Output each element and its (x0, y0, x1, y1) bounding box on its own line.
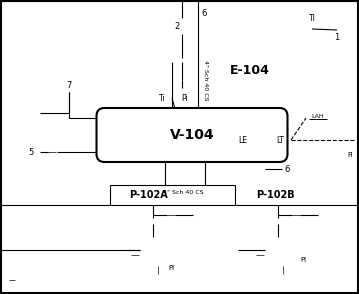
Text: 6: 6 (284, 165, 290, 173)
Polygon shape (135, 252, 139, 258)
Bar (195, 6, 213, 20)
Polygon shape (155, 266, 161, 270)
Text: 4" Sch 40 CS: 4" Sch 40 CS (202, 60, 208, 100)
Polygon shape (171, 212, 175, 218)
Text: PI: PI (300, 257, 306, 263)
Text: PI: PI (168, 265, 174, 271)
Polygon shape (155, 270, 161, 274)
Polygon shape (151, 216, 155, 220)
Polygon shape (8, 203, 13, 208)
Text: 4" Sch 40 CS: 4" Sch 40 CS (163, 190, 203, 195)
Polygon shape (280, 266, 286, 270)
Circle shape (301, 7, 323, 29)
Text: 6: 6 (201, 9, 207, 18)
Polygon shape (311, 202, 315, 208)
Bar (60, 78, 78, 92)
Text: 2: 2 (174, 21, 180, 31)
Text: V-104: V-104 (170, 128, 214, 142)
Bar (22, 145, 40, 159)
Text: LE: LE (238, 136, 247, 144)
Polygon shape (180, 54, 184, 58)
Bar (278, 162, 296, 176)
Polygon shape (146, 242, 162, 258)
Circle shape (175, 88, 195, 108)
Text: 7: 7 (66, 81, 72, 89)
Circle shape (232, 129, 254, 151)
Text: 5: 5 (28, 148, 34, 156)
Circle shape (269, 129, 291, 151)
Bar (328, 30, 346, 44)
Polygon shape (191, 182, 195, 188)
Text: LT: LT (276, 136, 284, 144)
Circle shape (306, 106, 330, 130)
Polygon shape (280, 270, 286, 274)
Polygon shape (12, 278, 15, 283)
Text: LAH: LAH (312, 113, 324, 118)
Polygon shape (181, 8, 183, 11)
Polygon shape (195, 182, 199, 188)
Polygon shape (167, 212, 171, 218)
Polygon shape (181, 10, 183, 13)
Circle shape (161, 258, 181, 278)
Polygon shape (270, 166, 274, 172)
Polygon shape (9, 278, 12, 283)
Text: Fi: Fi (347, 152, 353, 158)
Circle shape (341, 144, 359, 166)
Polygon shape (256, 252, 260, 258)
Polygon shape (196, 126, 200, 130)
Text: TI: TI (309, 14, 316, 23)
Polygon shape (266, 166, 270, 172)
Circle shape (293, 250, 313, 270)
Polygon shape (131, 252, 135, 258)
Polygon shape (271, 242, 287, 258)
Text: 1: 1 (334, 33, 340, 41)
Polygon shape (276, 216, 280, 220)
Circle shape (152, 88, 172, 108)
Polygon shape (48, 149, 52, 155)
Polygon shape (144, 182, 148, 188)
Polygon shape (292, 212, 296, 218)
Circle shape (265, 237, 291, 263)
Text: Ti: Ti (159, 93, 165, 103)
FancyBboxPatch shape (97, 108, 288, 162)
Polygon shape (315, 202, 319, 208)
Text: P-102A: P-102A (129, 190, 167, 200)
Text: Pi: Pi (182, 93, 188, 103)
Circle shape (140, 237, 166, 263)
Polygon shape (296, 212, 300, 218)
Text: E-104: E-104 (230, 64, 270, 76)
Polygon shape (148, 182, 152, 188)
Text: P-102B: P-102B (256, 190, 294, 200)
Polygon shape (52, 149, 56, 155)
Bar (167, 18, 187, 34)
Polygon shape (260, 252, 264, 258)
Bar (3, 112, 14, 134)
